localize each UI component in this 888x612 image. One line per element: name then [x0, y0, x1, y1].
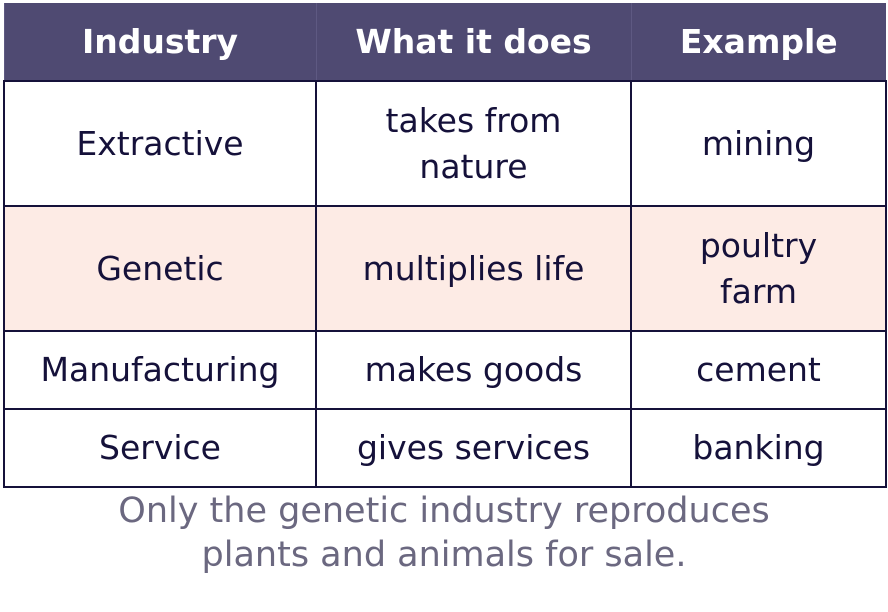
caption: Only the genetic industry reproduces pla…	[118, 491, 770, 575]
table-row: Genetic multiplies life poultry farm	[3, 205, 887, 332]
table-cell: Manufacturing	[3, 330, 317, 410]
table-cell: Genetic	[3, 205, 317, 332]
table-cell: mining	[630, 80, 887, 207]
header-cell: Example	[630, 3, 886, 81]
table-cell: cement	[630, 330, 887, 410]
table-row: Service gives services banking	[3, 408, 887, 488]
table-cell: Service	[3, 408, 317, 488]
table-cell: banking	[630, 408, 887, 488]
table-row: Manufacturing makes goods cement	[3, 330, 887, 410]
table-cell: gives services	[315, 408, 632, 488]
header-row: Industry What it does Example	[3, 3, 886, 81]
table-row: Extractive takes from nature mining	[3, 80, 887, 207]
industry-table: Industry What it does Example Extractive ta…	[3, 3, 887, 488]
table-cell: makes goods	[315, 330, 632, 410]
header-cell: What it does	[315, 3, 631, 81]
table-cell: poultry farm	[630, 205, 887, 332]
table-cell: takes from nature	[315, 80, 632, 207]
table-cell: multiplies life	[315, 205, 632, 332]
header-cell: Industry	[3, 3, 316, 81]
table-header: Industry What it does Example	[3, 3, 886, 81]
table-body: Extractive takes from nature mining Genetic…	[3, 80, 887, 488]
table-cell: Extractive	[3, 80, 317, 207]
